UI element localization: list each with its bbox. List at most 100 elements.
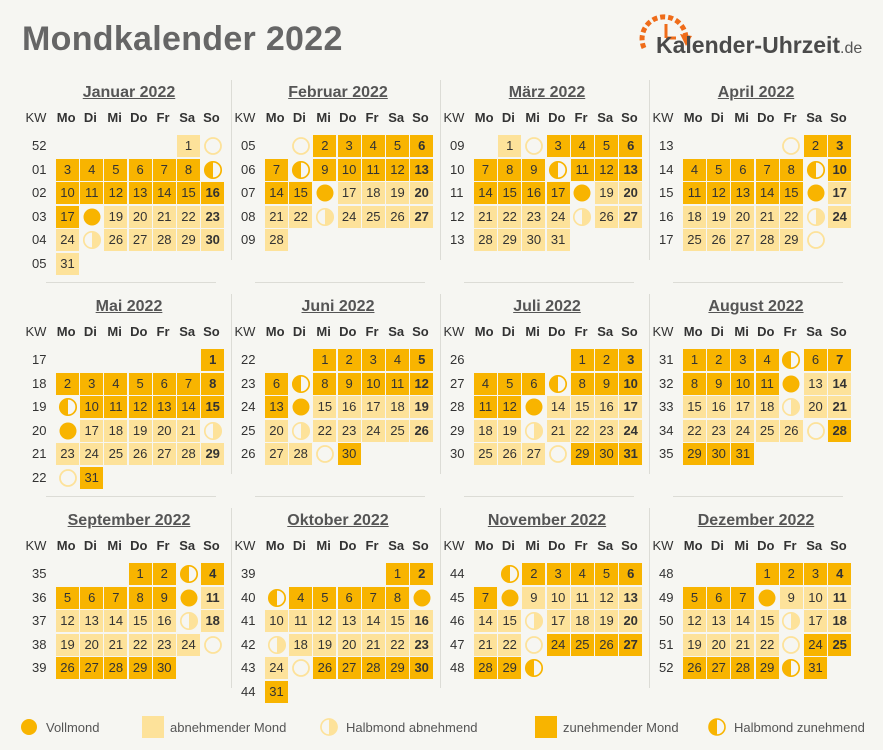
day-cell: 7 <box>265 158 288 181</box>
weekday-header: So <box>621 538 638 553</box>
weekday-header: Fr <box>783 110 797 125</box>
weekday-header: KW <box>652 324 674 339</box>
weekday-header: Mo <box>474 324 494 339</box>
day-cell: 5 <box>498 372 522 395</box>
day-cell: 2 <box>779 563 803 585</box>
weekday-header: Do <box>757 110 775 125</box>
logo-domain: .de <box>840 40 863 57</box>
day-cell: 7 <box>361 586 385 609</box>
week-number: 39 <box>32 660 47 676</box>
month-title[interactable]: Juli 2022 <box>513 298 581 315</box>
day-cell: 5 <box>683 586 706 609</box>
weekday-header: KW <box>234 110 256 125</box>
day-cell: 9 <box>522 586 546 609</box>
month-title[interactable]: August 2022 <box>708 298 804 315</box>
day-cell: 23 <box>337 419 361 442</box>
month-title[interactable]: Dezember 2022 <box>697 512 815 529</box>
day-cell: 28 <box>265 229 288 252</box>
day-cell: 20 <box>337 633 361 656</box>
day-cell: 1 <box>177 135 200 157</box>
weekday-header: Sa <box>806 110 823 125</box>
weekday-header: Sa <box>179 324 196 339</box>
day-cell: 25 <box>104 443 128 466</box>
month-title[interactable]: Juni 2022 <box>301 298 375 315</box>
day-cell: 18 <box>683 205 706 228</box>
day-cell: 11 <box>828 586 852 609</box>
weekday-header: So <box>203 538 220 553</box>
day-cell: 22 <box>498 205 522 228</box>
first-quarter-moon-icon <box>708 718 726 736</box>
weekday-header: Mi <box>316 538 331 553</box>
day-cell: 4 <box>828 563 852 585</box>
day-cell: 24 <box>337 205 361 228</box>
month-title[interactable]: Januar 2022 <box>82 84 176 101</box>
weekday-header: Mo <box>56 110 76 125</box>
month-title[interactable]: Mai 2022 <box>95 298 163 315</box>
day-cell: 29 <box>755 657 779 680</box>
day-cell: 17 <box>828 182 852 205</box>
day-cell: 7 <box>474 586 497 609</box>
day-cell: 11 <box>104 396 128 419</box>
week-number: 51 <box>659 636 674 652</box>
weekday-header: So <box>412 110 429 125</box>
week-number: 50 <box>659 613 674 629</box>
day-cell: 25 <box>683 229 706 252</box>
week-number: 17 <box>659 232 674 248</box>
first-quarter-moon-icon <box>546 372 570 396</box>
day-cell: 10 <box>56 182 79 205</box>
week-number: 39 <box>241 566 256 581</box>
weekday-header: Mo <box>265 324 285 339</box>
month-title[interactable]: Februar 2022 <box>288 84 388 101</box>
day-cell: 15 <box>313 396 337 419</box>
weekday-header: KW <box>443 324 465 339</box>
legend-waxing: zunehmender Mond <box>535 716 679 738</box>
weekday-header: Sa <box>597 538 614 553</box>
day-cell: 22 <box>498 633 522 656</box>
month-title[interactable]: September 2022 <box>67 512 191 529</box>
day-cell: 16 <box>410 610 434 633</box>
weekday-header: So <box>412 538 429 553</box>
week-number: 28 <box>450 399 465 415</box>
month-title[interactable]: März 2022 <box>508 84 586 101</box>
weekday-header: Fr <box>156 324 170 339</box>
day-cell: 29 <box>779 229 803 252</box>
day-cell: 11 <box>570 586 594 609</box>
day-cell: 20 <box>80 633 104 656</box>
day-cell: 7 <box>828 349 852 371</box>
month-title[interactable]: April 2022 <box>717 84 795 101</box>
week-number: 19 <box>32 399 47 415</box>
day-cell: 7 <box>731 586 755 609</box>
day-cell: 27 <box>128 229 152 252</box>
day-cell: 10 <box>804 586 827 609</box>
day-cell: 21 <box>828 396 852 419</box>
legend-first-label: Halbmond zunehmend <box>734 719 865 735</box>
day-cell: 15 <box>128 610 152 633</box>
day-cell: 12 <box>56 610 79 633</box>
day-cell: 7 <box>152 158 176 181</box>
day-cell: 26 <box>595 205 618 228</box>
day-cell: 7 <box>474 158 497 181</box>
day-cell: 12 <box>410 372 434 395</box>
day-cell: 28 <box>755 229 779 252</box>
column-divider <box>440 80 441 260</box>
day-cell: 6 <box>619 563 643 585</box>
day-cell: 19 <box>104 205 128 228</box>
month-title[interactable]: November 2022 <box>487 512 607 529</box>
day-cell: 13 <box>80 610 104 633</box>
weekday-header: Di <box>292 110 306 125</box>
month-title[interactable]: Oktober 2022 <box>287 512 389 529</box>
day-cell: 23 <box>56 443 79 466</box>
day-cell: 11 <box>361 158 385 181</box>
first-quarter-moon-icon <box>177 562 201 586</box>
day-cell: 17 <box>731 396 755 419</box>
day-cell: 30 <box>522 229 546 252</box>
weekday-header: Mi <box>107 538 122 553</box>
logo-text: Kalender-Uhrzeit <box>656 32 841 58</box>
weekday-header: Fr <box>783 538 797 553</box>
day-cell: 5 <box>313 586 337 609</box>
week-number: 13 <box>450 232 465 248</box>
first-quarter-moon-icon <box>201 158 225 182</box>
weekday-header: Di <box>710 110 724 125</box>
day-cell: 27 <box>522 443 546 466</box>
site-logo[interactable]: Kalender-Uhrzeit.de <box>636 10 876 62</box>
